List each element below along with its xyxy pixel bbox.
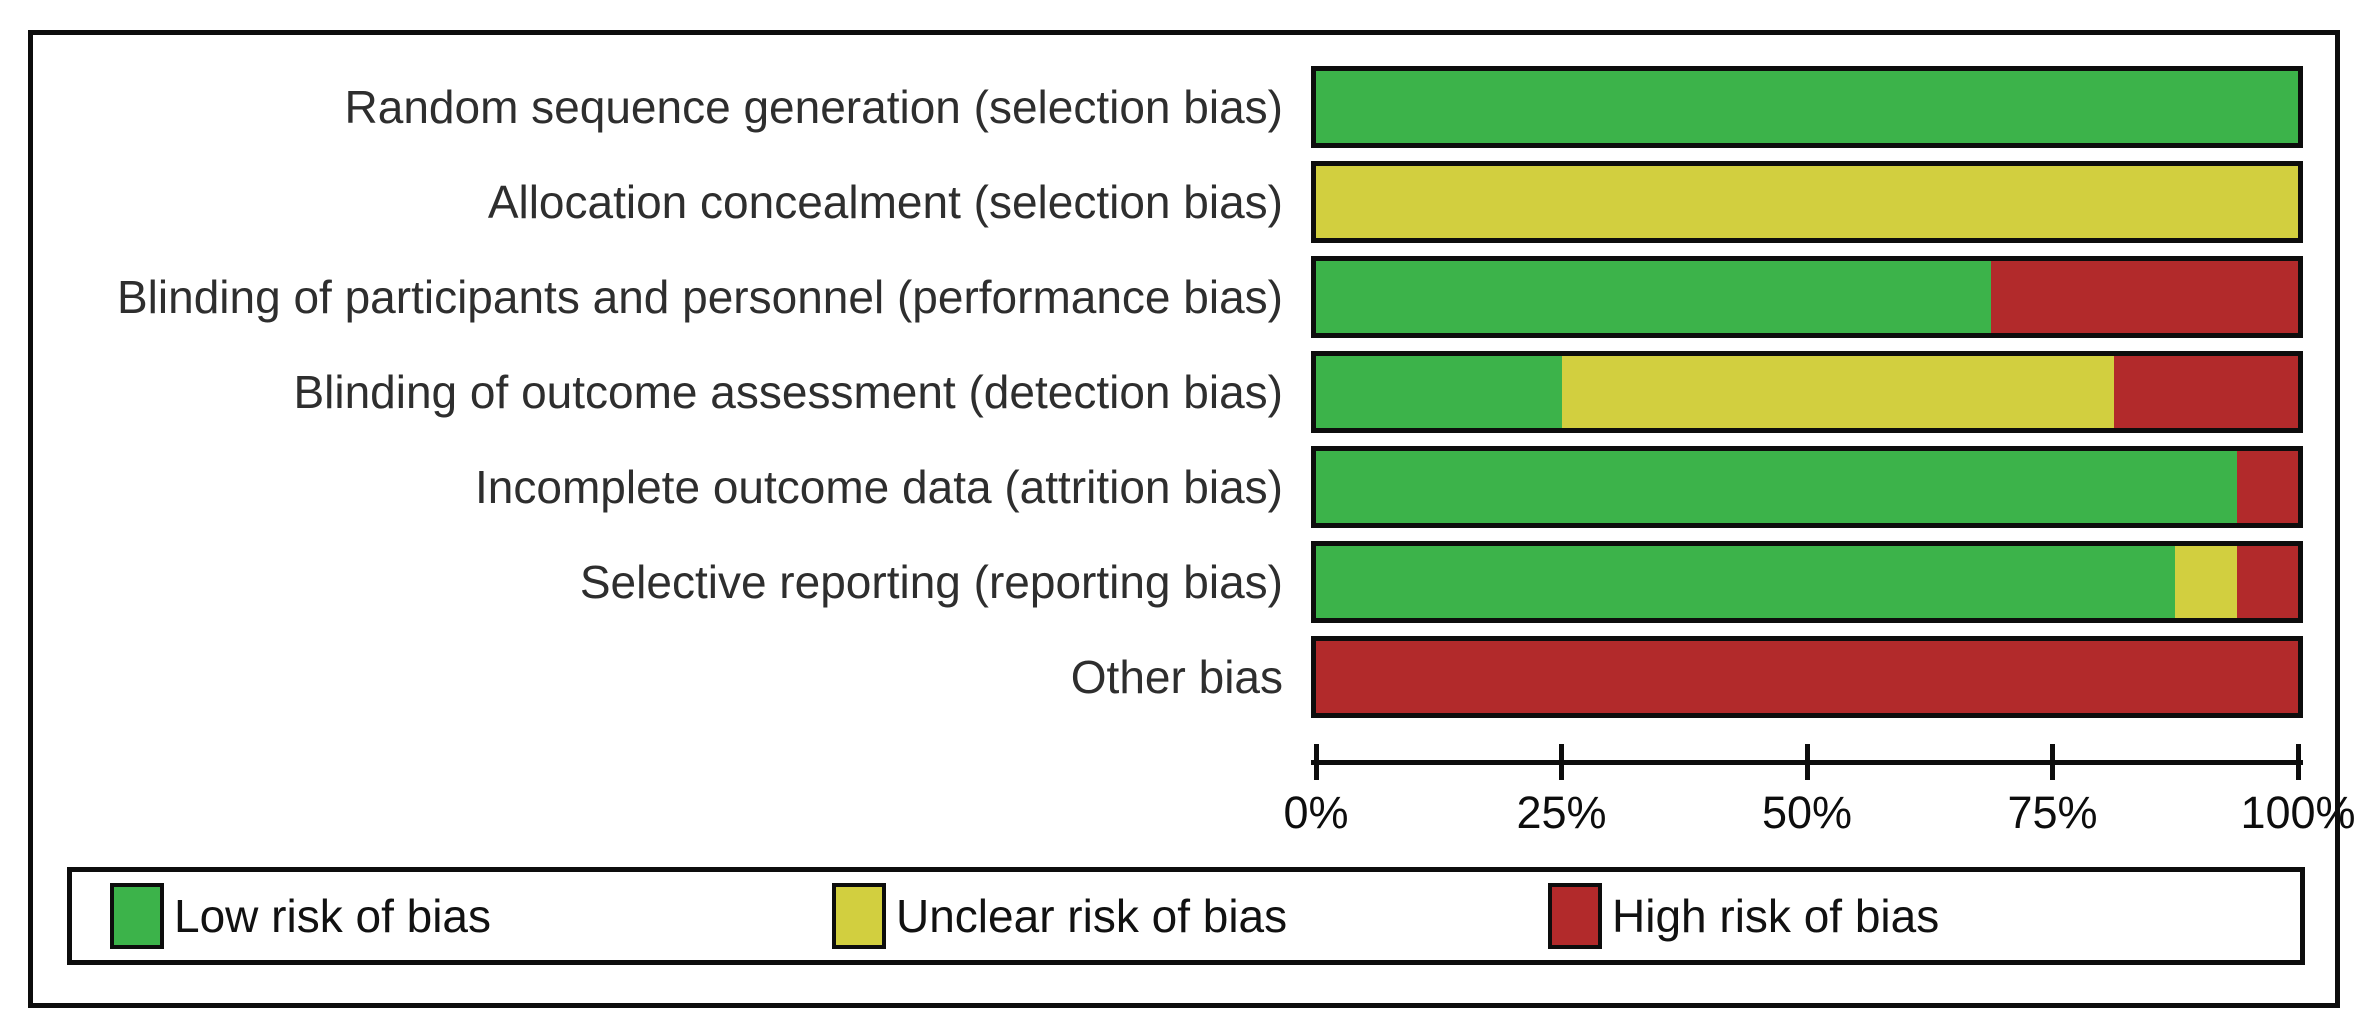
legend-swatch-unclear-risk-of-bias	[832, 883, 886, 949]
category-label: Blinding of participants and personnel (…	[117, 271, 1283, 323]
axis-tick-label: 25%	[1516, 787, 1607, 838]
chart-row: Selective reporting (reporting bias)	[33, 541, 2335, 623]
chart-row: Random sequence generation (selection bi…	[33, 66, 2335, 148]
chart-row: Allocation concealment (selection bias)	[33, 161, 2335, 243]
bar-segment-unclear-risk-of-bias	[1316, 166, 2298, 238]
legend-item-unclear-risk-of-bias: Unclear risk of bias	[832, 872, 1287, 960]
chart-frame: Random sequence generation (selection bi…	[28, 30, 2356, 1008]
axis-tick	[1804, 744, 1810, 780]
chart-row: Other bias	[33, 636, 2335, 718]
stacked-bar	[1311, 256, 2303, 338]
legend-swatch-high-risk-of-bias	[1548, 883, 1602, 949]
axis-tick	[1313, 744, 1319, 780]
category-label: Allocation concealment (selection bias)	[487, 176, 1283, 228]
axis-tick-label: 75%	[2007, 787, 2098, 838]
stacked-bar	[1311, 446, 2303, 528]
bar-segment-unclear-risk-of-bias	[1561, 356, 2114, 428]
chart-row: Incomplete outcome data (attrition bias)	[33, 446, 2335, 528]
stacked-bar	[1311, 161, 2303, 243]
bar-segment-low-risk-of-bias	[1316, 451, 2237, 523]
stacked-bar	[1311, 541, 2303, 623]
axis-tick-label: 50%	[1761, 787, 1853, 838]
chart-row: Blinding of participants and personnel (…	[33, 256, 2335, 338]
category-label: Incomplete outcome data (attrition bias)	[475, 461, 1283, 513]
axis-tick-label: 100%	[2240, 787, 2356, 838]
bar-segment-high-risk-of-bias	[1316, 641, 2298, 713]
bar-segment-low-risk-of-bias	[1316, 546, 2176, 618]
axis-tick-label: 0%	[1283, 787, 1349, 838]
bar-segment-high-risk-of-bias	[2236, 451, 2298, 523]
axis-tick	[2050, 744, 2055, 780]
axis-tick	[1559, 744, 1564, 780]
category-label: Blinding of outcome assessment (detectio…	[293, 366, 1283, 418]
bar-segment-high-risk-of-bias	[2236, 546, 2298, 618]
category-label: Random sequence generation (selection bi…	[344, 81, 1283, 133]
legend-label: Unclear risk of bias	[896, 890, 1288, 942]
bar-segment-low-risk-of-bias	[1316, 261, 1992, 333]
legend-label: High risk of bias	[1612, 890, 1940, 942]
stacked-bar	[1311, 636, 2303, 718]
stacked-bar	[1311, 351, 2303, 433]
category-label: Selective reporting (reporting bias)	[579, 556, 1283, 608]
bar-segment-unclear-risk-of-bias	[2175, 546, 2237, 618]
stacked-bar	[1311, 66, 2303, 148]
bar-segment-low-risk-of-bias	[1316, 356, 1562, 428]
category-label: Other bias	[1070, 651, 1283, 703]
bar-segment-high-risk-of-bias	[2113, 356, 2298, 428]
legend-item-high-risk-of-bias: High risk of bias	[1548, 872, 1939, 960]
legend-box: Low risk of bias Unclear risk of bias High…	[67, 867, 2305, 965]
legend-swatch-low-risk-of-bias	[110, 883, 164, 949]
axis-tick	[2295, 744, 2301, 780]
bar-segment-low-risk-of-bias	[1316, 71, 2298, 143]
bar-segment-high-risk-of-bias	[1991, 261, 2298, 333]
bars-area: Random sequence generation (selection bi…	[33, 66, 2335, 731]
chart-row: Blinding of outcome assessment (detectio…	[33, 351, 2335, 433]
legend-label: Low risk of bias	[174, 890, 492, 942]
legend-item-low-risk-of-bias: Low risk of bias	[110, 872, 491, 960]
